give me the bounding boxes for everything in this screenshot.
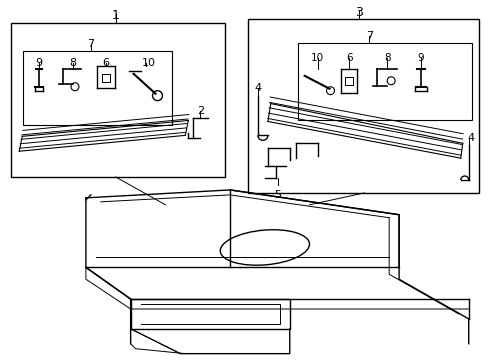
Bar (297, 43, 471, 121)
Bar (23, 51, 172, 125)
Text: 10: 10 (310, 53, 324, 63)
Text: 9: 9 (417, 53, 424, 63)
Text: 6: 6 (346, 53, 352, 63)
Text: 8: 8 (383, 53, 390, 63)
Text: 6: 6 (102, 58, 109, 68)
Text: 5: 5 (274, 190, 281, 200)
Text: 7: 7 (365, 31, 372, 41)
Bar (11, 23, 224, 177)
Text: 10: 10 (141, 58, 155, 68)
Text: 4: 4 (466, 133, 473, 143)
Text: 9: 9 (36, 58, 42, 68)
Text: 3: 3 (355, 6, 363, 19)
Bar (247, 19, 478, 193)
Text: 4: 4 (254, 83, 261, 93)
Text: 7: 7 (87, 39, 94, 49)
Text: 2: 2 (196, 105, 203, 116)
Text: 1: 1 (112, 9, 120, 22)
Text: 8: 8 (69, 58, 77, 68)
